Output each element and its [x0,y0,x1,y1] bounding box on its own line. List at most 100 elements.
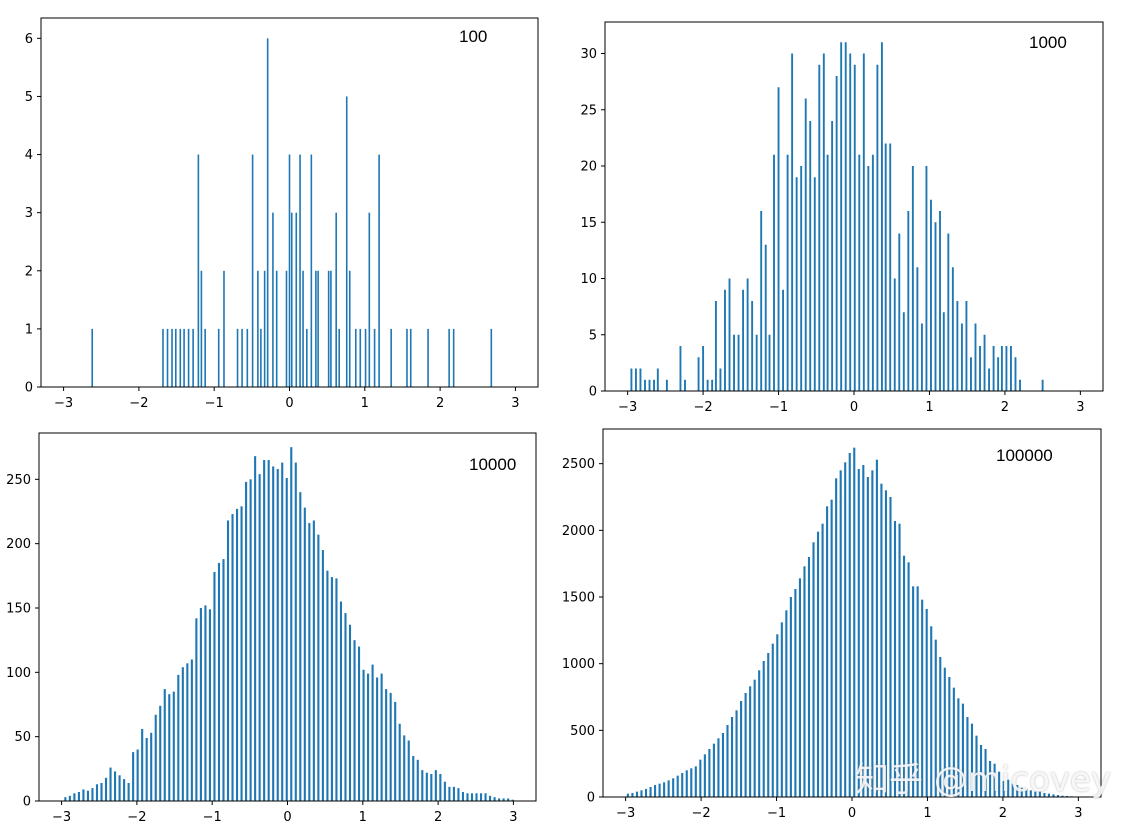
bar [95,784,99,801]
bar [285,270,288,387]
bar [406,328,408,387]
bar [339,601,343,801]
x-tick-label: −1 [769,400,788,415]
bar [179,328,182,387]
bar [100,782,103,801]
bar [290,447,293,801]
x-tick-label: 0 [848,806,856,821]
bar [168,694,171,801]
bar [281,462,284,801]
y-tick-label: 10 [580,272,597,287]
bar [290,212,293,387]
bar [181,667,184,801]
bar [753,679,756,797]
bar [631,793,634,797]
bar [190,659,193,801]
bar [163,689,166,801]
bar [884,490,888,797]
bar [145,737,148,801]
bar [136,749,139,801]
bar [768,334,771,391]
bar [299,154,301,387]
bar [719,368,722,391]
bar [800,166,803,391]
x-tick-label: 2 [999,806,1007,821]
y-tick-label: 2 [25,264,33,279]
bar [853,447,856,797]
bar [192,328,194,387]
bar [960,323,963,391]
bar [925,609,928,797]
bar [635,791,639,797]
bar [983,334,986,391]
bar [141,728,144,801]
bar [335,212,337,387]
bar [893,278,896,391]
bar [912,586,915,797]
bar [975,735,978,797]
bar [966,717,969,797]
bar [970,357,972,391]
bar [1025,789,1028,797]
y-tick-label: 4 [25,148,33,163]
bar [154,714,157,801]
bar [470,793,474,801]
bar [1052,794,1055,797]
x-tick-label: 2 [434,810,442,825]
bar [862,465,865,797]
bar [394,701,397,801]
bar [1034,791,1037,797]
bar [359,328,362,387]
bar [367,673,370,801]
y-tick-label: 15 [580,216,597,231]
bar [714,301,717,391]
bar [68,795,71,801]
bar [321,550,324,801]
bar [956,301,959,391]
bar [174,328,177,387]
bar [308,523,311,801]
bar [989,761,992,797]
bar [871,154,874,391]
bar [378,154,380,387]
bar [489,795,492,801]
bar [421,770,424,801]
bar [782,289,785,391]
bar [690,768,693,797]
bar [330,270,332,387]
bar [272,212,274,387]
x-tick-label: 1 [359,810,367,825]
bar [665,379,668,391]
x-tick-label: 2 [436,396,444,411]
x-tick-label: −1 [767,806,786,821]
bar [412,755,415,801]
bar [299,492,302,801]
x-tick-label: 3 [1076,400,1084,415]
bar [630,368,633,391]
bar [939,211,941,391]
bar [132,752,135,801]
bar [317,534,320,801]
bar [676,775,679,797]
bar [186,663,189,801]
x-tick-label: −2 [692,806,711,821]
bar [785,610,788,797]
bar [327,270,330,387]
y-tick-label: 2500 [562,457,595,472]
bar [245,481,248,801]
y-tick-label: 5 [25,90,33,105]
bar [398,723,401,801]
bar [898,523,901,797]
bar [348,624,352,801]
sample-size-label: 100 [459,27,487,46]
bar [804,98,807,391]
bar [1029,790,1032,797]
bar [893,521,897,797]
bar [903,555,906,797]
bar [254,456,257,801]
bar [434,770,437,801]
bar [798,578,801,797]
bar [114,771,117,801]
